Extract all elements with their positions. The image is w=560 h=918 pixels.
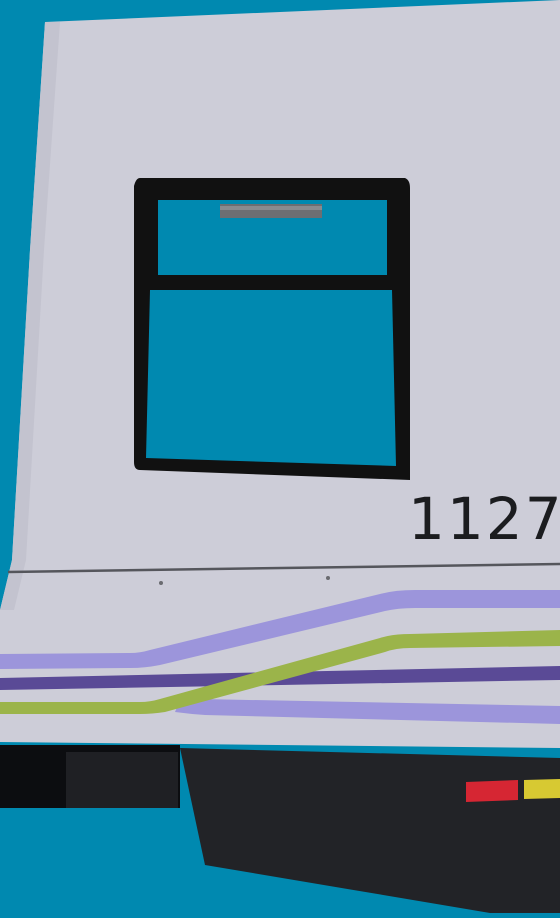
skirt-panel <box>180 748 560 913</box>
window-lower-pane <box>146 290 396 466</box>
stripe-light-purple-lower <box>175 699 560 724</box>
warning-label-red-icon <box>466 780 518 802</box>
rivet <box>326 576 330 580</box>
car-body-edge <box>0 22 60 610</box>
coupler-block <box>66 752 178 808</box>
destination-sign-highlight <box>220 206 322 210</box>
stripe-green <box>0 630 560 714</box>
rivet <box>159 581 163 585</box>
body-seam-line <box>7 562 560 574</box>
car-number: 1127 <box>408 485 560 553</box>
warning-label-yellow-icon <box>524 779 560 799</box>
stripe-light-purple-upper <box>0 590 560 669</box>
